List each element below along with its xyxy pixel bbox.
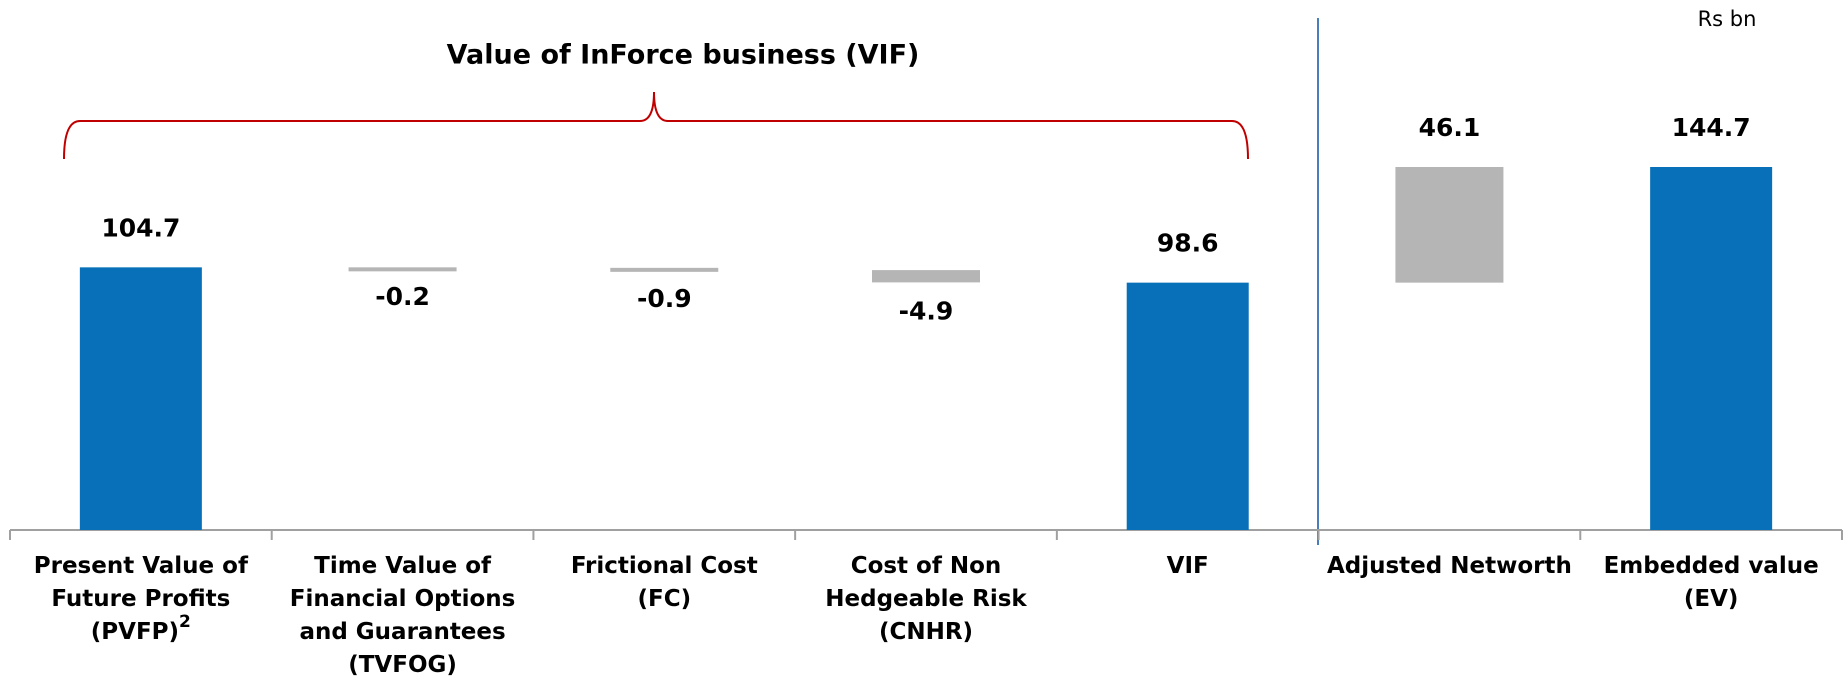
x-tick-label: Embedded value (EV) xyxy=(1604,553,1819,612)
bar xyxy=(872,270,980,283)
x-tick-label: Adjusted Networth xyxy=(1327,553,1572,579)
x-tick-label: Time Value of Financial Options and Guaran… xyxy=(290,553,516,678)
bar xyxy=(610,267,719,272)
bar xyxy=(1395,167,1504,283)
value-label: -0.9 xyxy=(637,284,692,313)
footnote-marker: 2 xyxy=(179,612,191,632)
bar xyxy=(348,267,457,272)
vif-brace xyxy=(63,91,1249,160)
value-label: 104.7 xyxy=(101,213,180,242)
unit-label: Rs bn xyxy=(1698,7,1757,31)
x-tick-label: Cost of Non Hedgeable Risk (CNHR) xyxy=(825,553,1027,645)
x-tick-label: Frictional Cost (FC) xyxy=(571,553,758,612)
bar xyxy=(1650,167,1773,530)
bar xyxy=(79,267,202,530)
value-label: -0.2 xyxy=(375,282,430,311)
value-label: 98.6 xyxy=(1157,229,1219,258)
chart-title: Value of InForce business (VIF) xyxy=(447,40,920,71)
x-tick-label: VIF xyxy=(1167,553,1209,579)
bar xyxy=(1126,282,1249,530)
value-label: -4.9 xyxy=(899,296,954,325)
x-tick-label: Present Value of Future Profits (PVFP)2 xyxy=(34,553,249,645)
value-label: 46.1 xyxy=(1419,113,1481,142)
value-label: 144.7 xyxy=(1672,113,1751,142)
